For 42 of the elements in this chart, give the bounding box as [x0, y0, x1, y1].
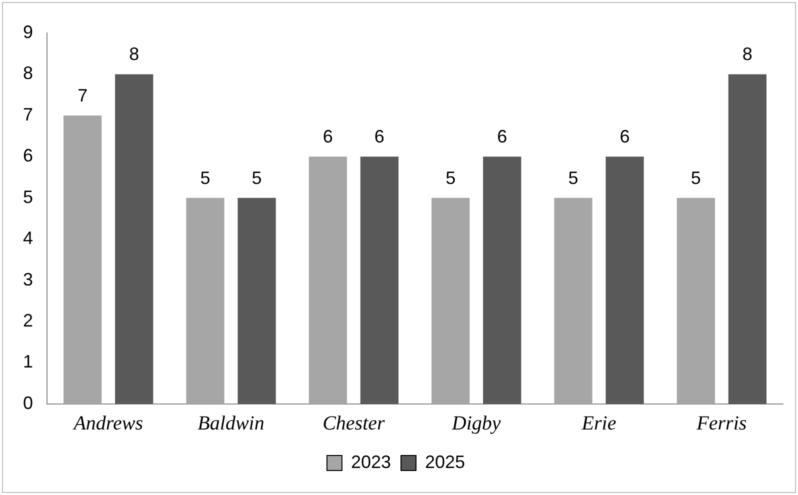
y-tick-label: 8 [22, 63, 34, 84]
data-label: 5 [200, 168, 210, 188]
x-tick-label: Andrews [72, 412, 144, 434]
x-tick-label: Digby [450, 412, 501, 434]
bar [308, 156, 347, 404]
bar [432, 198, 470, 404]
y-tick-label: 4 [22, 228, 34, 248]
legend-label: 2025 [425, 452, 466, 472]
x-tick-label: Erie [580, 412, 616, 434]
y-tick-label: 6 [22, 146, 34, 166]
data-label: 7 [78, 85, 88, 106]
y-tick-label: 9 [22, 22, 34, 42]
bar [606, 156, 644, 404]
x-tick-label: Baldwin [198, 412, 264, 434]
data-label: 6 [374, 126, 384, 147]
data-label: 6 [620, 126, 630, 147]
bar [64, 115, 102, 404]
bar [360, 156, 398, 404]
data-label: 5 [446, 168, 456, 188]
data-label: 5 [690, 168, 701, 188]
bar [676, 198, 715, 404]
bar [483, 156, 522, 404]
data-label: 6 [497, 126, 508, 147]
data-label: 8 [742, 44, 752, 64]
data-label: 5 [568, 168, 578, 188]
y-tick-label: 1 [22, 352, 34, 372]
y-tick-label: 3 [22, 269, 34, 290]
x-tick-label: Ferris [696, 412, 747, 434]
bar [554, 198, 592, 404]
bar [186, 198, 224, 404]
data-label: 6 [322, 126, 333, 147]
data-label: 5 [252, 168, 262, 188]
data-label: 8 [129, 44, 140, 64]
bar [728, 74, 766, 404]
bar [238, 198, 276, 404]
x-tick-label: Chester [322, 412, 385, 434]
y-tick-label: 0 [22, 392, 34, 413]
legend-label: 2023 [350, 452, 392, 472]
y-tick-label: 5 [22, 186, 34, 207]
y-tick-label: 2 [22, 310, 34, 331]
y-tick-label: 7 [22, 104, 34, 124]
bar [115, 74, 154, 404]
